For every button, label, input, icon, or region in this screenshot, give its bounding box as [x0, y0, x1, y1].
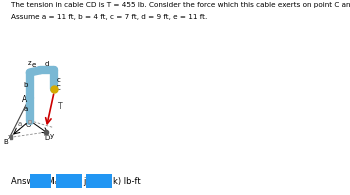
- FancyBboxPatch shape: [29, 174, 51, 188]
- FancyBboxPatch shape: [28, 120, 32, 123]
- FancyBboxPatch shape: [44, 132, 48, 135]
- FancyBboxPatch shape: [56, 174, 82, 188]
- Text: d: d: [45, 61, 49, 67]
- Text: e: e: [32, 62, 36, 68]
- Text: a: a: [18, 121, 22, 127]
- Text: Assume a = 11 ft, b = 4 ft, c = 7 ft, d = 9 ft, e = 11 ft.: Assume a = 11 ft, b = 4 ft, c = 7 ft, d …: [12, 14, 208, 20]
- Text: c: c: [56, 77, 60, 83]
- Text: B: B: [4, 139, 8, 145]
- Text: C: C: [56, 85, 61, 91]
- Text: b: b: [23, 82, 28, 88]
- Text: T: T: [58, 102, 63, 111]
- Text: x: x: [7, 135, 12, 140]
- Text: y: y: [50, 133, 54, 139]
- Text: i +: i +: [52, 177, 64, 186]
- Text: Answer: Mₒ = (: Answer: Mₒ = (: [12, 177, 74, 186]
- FancyBboxPatch shape: [86, 174, 112, 188]
- Text: a: a: [23, 106, 28, 112]
- Text: O: O: [26, 122, 31, 129]
- Text: k) lb-ft: k) lb-ft: [113, 177, 141, 186]
- Text: D: D: [44, 135, 49, 141]
- Text: A: A: [22, 95, 27, 104]
- Text: j +: j +: [83, 177, 94, 186]
- Text: The tension in cable CD is T = 455 lb. Consider the force which this cable exert: The tension in cable CD is T = 455 lb. C…: [12, 2, 350, 8]
- Text: z: z: [28, 60, 32, 66]
